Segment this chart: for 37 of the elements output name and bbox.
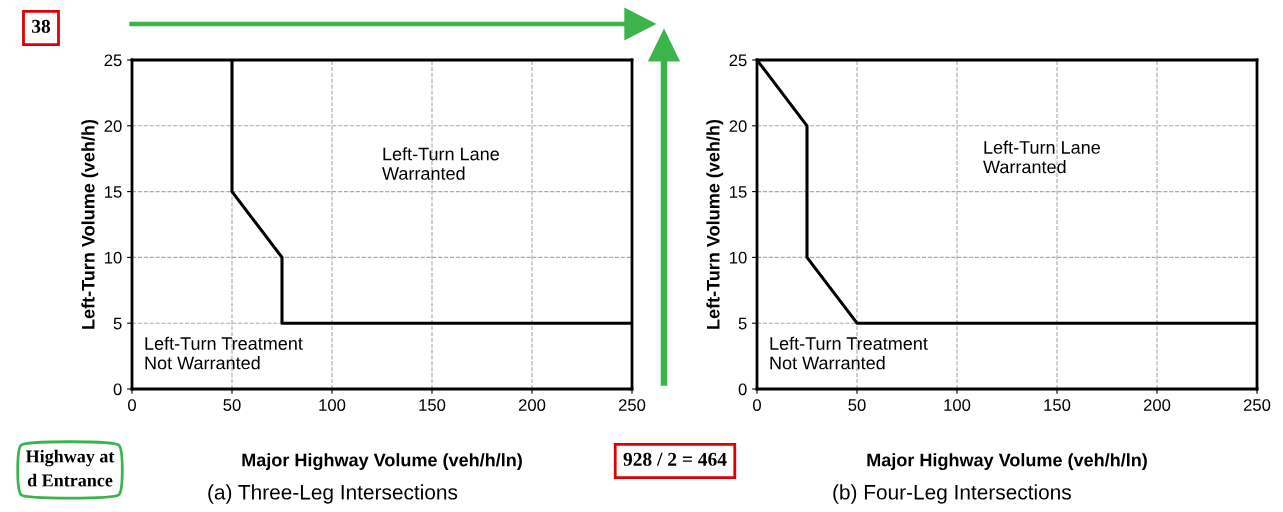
y-tick-label: 5 bbox=[113, 317, 122, 330]
x-tick-label: 0 bbox=[753, 399, 761, 411]
x-tick-label: 100 bbox=[319, 399, 346, 411]
x-tick-label: 50 bbox=[848, 399, 866, 411]
x-tick-label: 250 bbox=[618, 399, 646, 411]
text: (b) Four-Leg Intersections bbox=[833, 484, 1071, 504]
y-tick-label: 10 bbox=[730, 251, 747, 264]
x-tick-label: 100 bbox=[944, 399, 971, 411]
y-tick-label: 10 bbox=[105, 251, 122, 264]
x-axis-title: Major Highway Volume (veh/h/ln) bbox=[242, 453, 522, 471]
text: Highway at d Entrance bbox=[25, 449, 115, 487]
y-tick-label: 25 bbox=[104, 54, 122, 67]
y-tick-label: 0 bbox=[738, 383, 747, 396]
x-axis-title: Major Highway Volume (veh/h/ln) bbox=[867, 453, 1147, 471]
x-tick-label: 50 bbox=[223, 399, 241, 411]
annotation: Left-Turn Lane Warranted bbox=[382, 147, 499, 180]
y-tick-label: 5 bbox=[738, 317, 747, 330]
x-tick-label: 0 bbox=[128, 399, 136, 411]
y-tick-label: 25 bbox=[729, 54, 747, 67]
x-tick-label: 150 bbox=[419, 399, 446, 411]
x-tick-label: 150 bbox=[1044, 399, 1071, 411]
y-tick-label: 20 bbox=[729, 120, 747, 132]
text: 38 bbox=[32, 19, 51, 33]
annotation: Left-Turn Treatment Not Warranted bbox=[770, 336, 928, 370]
y-tick-label: 15 bbox=[730, 186, 747, 198]
x-tick-label: 200 bbox=[518, 399, 546, 411]
y-axis-title: Left-Turn Volume (veh/h) bbox=[706, 119, 724, 329]
y-tick-label: 15 bbox=[105, 186, 122, 198]
y-tick-label: 20 bbox=[104, 120, 122, 132]
x-tick-label: 250 bbox=[1243, 399, 1271, 411]
x-tick-label: 200 bbox=[1143, 399, 1171, 411]
annotation: Left-Turn Lane Warranted bbox=[983, 140, 1100, 174]
text: (a) Three-Leg Intersections bbox=[208, 484, 458, 504]
annotation: Left-Turn Treatment Not Warranted bbox=[145, 336, 303, 370]
y-tick-label: 0 bbox=[113, 383, 122, 396]
text: 928 / 2 = 464 bbox=[623, 452, 727, 466]
y-axis-title: Left-Turn Volume (veh/h) bbox=[81, 119, 99, 329]
